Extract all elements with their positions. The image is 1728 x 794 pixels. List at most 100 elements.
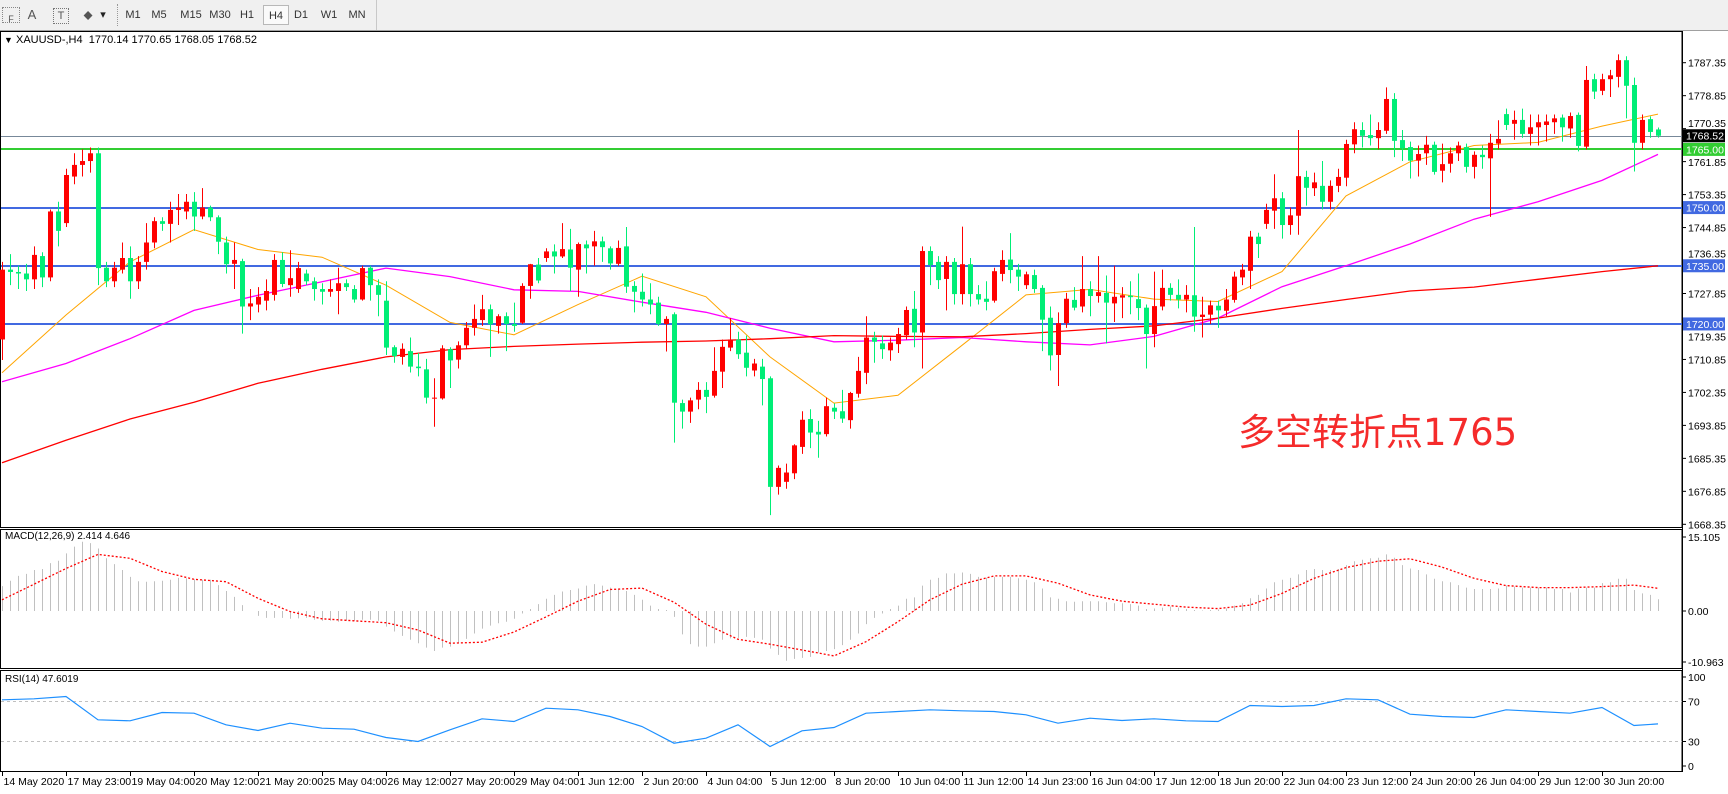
candle-body [408, 351, 413, 367]
candle-body [1480, 154, 1485, 158]
candle-body [24, 273, 29, 280]
candle-body [1224, 299, 1229, 311]
candle-body [376, 285, 381, 295]
time-axis-label: 30 Jun 20:00 [1604, 776, 1665, 788]
candle-body [984, 298, 989, 302]
timeframe-mn-button[interactable]: MN [348, 9, 366, 21]
candle-body [880, 343, 885, 350]
collapse-triangle-icon[interactable]: ▼ [4, 35, 13, 45]
candle-body [1128, 295, 1133, 298]
candle-body [56, 211, 61, 231]
timeframe-m15-button[interactable]: M15 [180, 9, 202, 21]
candle-body [1432, 144, 1437, 172]
time-axis-label: 16 Jun 04:00 [1092, 776, 1153, 788]
timeframe-m5-button[interactable]: M5 [151, 9, 167, 21]
candle-body [512, 323, 517, 326]
price-axis-label: 1744.85 [1688, 223, 1726, 235]
macd-axis-label: 15.105 [1688, 532, 1720, 544]
candle-body [424, 369, 429, 398]
candle-body [48, 211, 53, 278]
timeframe-m1-button[interactable]: M1 [125, 9, 141, 21]
time-axis-label: 14 May 2020 [4, 776, 65, 788]
candle-body [136, 261, 141, 282]
candle-body [1344, 143, 1349, 178]
candle-body [472, 318, 477, 328]
candle-body [976, 294, 981, 300]
candle-body [1088, 289, 1093, 297]
candle-body [1408, 147, 1413, 161]
candle-body [1512, 119, 1517, 124]
chart-annotation: 多空转折点1765 [1238, 411, 1518, 454]
moving-average-fast [1, 113, 1659, 404]
time-axis-label: 20 May 12:00 [196, 776, 260, 788]
macd-axis-label: 0.00 [1688, 606, 1709, 618]
candle-body [128, 258, 133, 282]
candle-body [448, 349, 453, 361]
candle-body [560, 249, 565, 257]
time-axis-label: 19 May 04:00 [132, 776, 196, 788]
candle-body [496, 316, 501, 326]
candle-body [944, 261, 949, 279]
candle-body [392, 347, 397, 357]
text-tool-icon[interactable]: A [27, 7, 37, 22]
candle-body [152, 221, 157, 243]
candle-body [1072, 299, 1077, 308]
candle-body [480, 309, 485, 321]
candle-body [368, 267, 373, 286]
candle-body [1120, 295, 1125, 298]
candle-body [1312, 182, 1317, 189]
macd-axis-label: -10.963 [1688, 657, 1724, 669]
time-axis-label: 25 May 04:00 [324, 776, 388, 788]
level-price-label: 1720.00 [1686, 319, 1724, 331]
candle-body [1288, 215, 1293, 226]
candle-body [808, 418, 813, 433]
candle-body [1520, 119, 1525, 134]
timeframe-h4-button[interactable]: H4 [263, 5, 289, 25]
candle-body [600, 241, 605, 248]
dropdown-arrow-icon[interactable]: ▾ [100, 9, 106, 21]
candle-body [960, 264, 965, 295]
ohlc-values: 1770.14 1770.65 1768.05 1768.52 [88, 34, 257, 46]
candle-body [720, 346, 725, 372]
candle-body [840, 411, 845, 419]
candle-body [232, 259, 237, 264]
candle-body [544, 251, 549, 259]
candle-body [416, 366, 421, 369]
price-axis-label: 1761.85 [1688, 157, 1726, 169]
candle-body [592, 241, 597, 247]
candle-body [616, 247, 621, 264]
text-label-tool-icon[interactable]: T [53, 8, 69, 24]
macd-pane-frame [0, 529, 1683, 669]
symbol-timeframe: XAUUSD-,H4 [15, 34, 83, 46]
candle-body [1280, 198, 1285, 226]
timeframe-w1-button[interactable]: W1 [320, 9, 338, 21]
price-axis-label: 1736.35 [1688, 248, 1726, 260]
time-axis-label: 5 Jun 12:00 [772, 776, 827, 788]
current-price-label-box [1683, 129, 1725, 143]
fibonacci-fan-grid-icon[interactable]: F [2, 7, 20, 24]
rsi-axis-label: 70 [1688, 697, 1700, 709]
time-axis-label: 22 Jun 04:00 [1284, 776, 1345, 788]
candle-body [752, 363, 757, 371]
price-axis-label: 1753.35 [1688, 190, 1726, 202]
candle-body [1640, 119, 1645, 143]
candle-body [648, 299, 653, 305]
candle-body [776, 467, 781, 487]
level-price-label-box [1683, 259, 1725, 273]
candle-body [168, 209, 173, 224]
rsi-axis-label: 0 [1688, 761, 1694, 773]
candle-body [1448, 153, 1453, 164]
candle-body [1544, 121, 1549, 125]
candle-body [1272, 198, 1277, 211]
candle-body [1616, 60, 1621, 77]
timeframe-d1-button[interactable]: D1 [293, 9, 309, 21]
timeframe-m30-button[interactable]: M30 [209, 9, 231, 21]
timeframe-h1-button[interactable]: H1 [239, 9, 255, 21]
shapes-tool-icon[interactable]: ⬥ [83, 7, 93, 22]
time-axis-label: 4 Jun 04:00 [708, 776, 763, 788]
candle-body [336, 283, 341, 291]
candle-body [248, 303, 253, 307]
candle-body [1320, 185, 1325, 202]
price-axis-label: 1778.85 [1688, 91, 1726, 103]
